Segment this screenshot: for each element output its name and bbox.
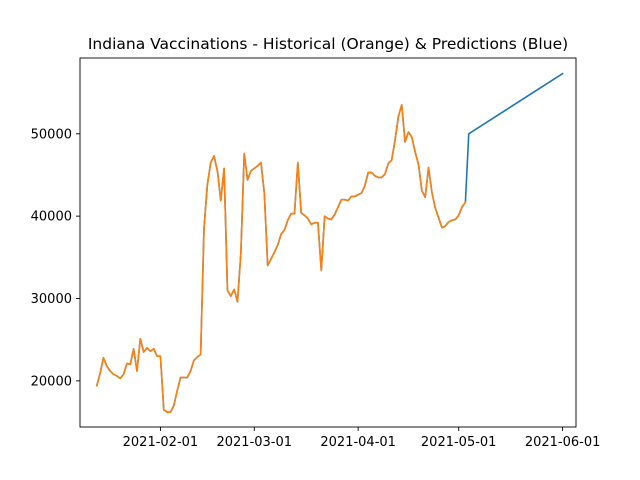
x-tick-label: 2021-04-01 [320,435,396,450]
y-tick-label: 30000 [31,292,72,307]
x-tick-label: 2021-02-01 [123,435,199,450]
plot-frame [79,57,577,428]
x-tick-label: 2021-03-01 [216,435,292,450]
axes-layer: 2021-02-01 2021-03-01 2021-04-01 2021-05-01… [31,57,601,450]
y-tick-label: 40000 [31,210,72,225]
x-tick-label: 2021-06-01 [525,435,601,450]
x-tick-label: 2021-05-01 [421,435,497,450]
y-tick-label: 50000 [31,127,72,142]
chart-title: Indiana Vaccinations - Historical (Orang… [88,35,568,53]
series-layer [95,72,564,413]
series-line-2 [95,104,467,413]
y-tick-label: 20000 [31,374,72,389]
